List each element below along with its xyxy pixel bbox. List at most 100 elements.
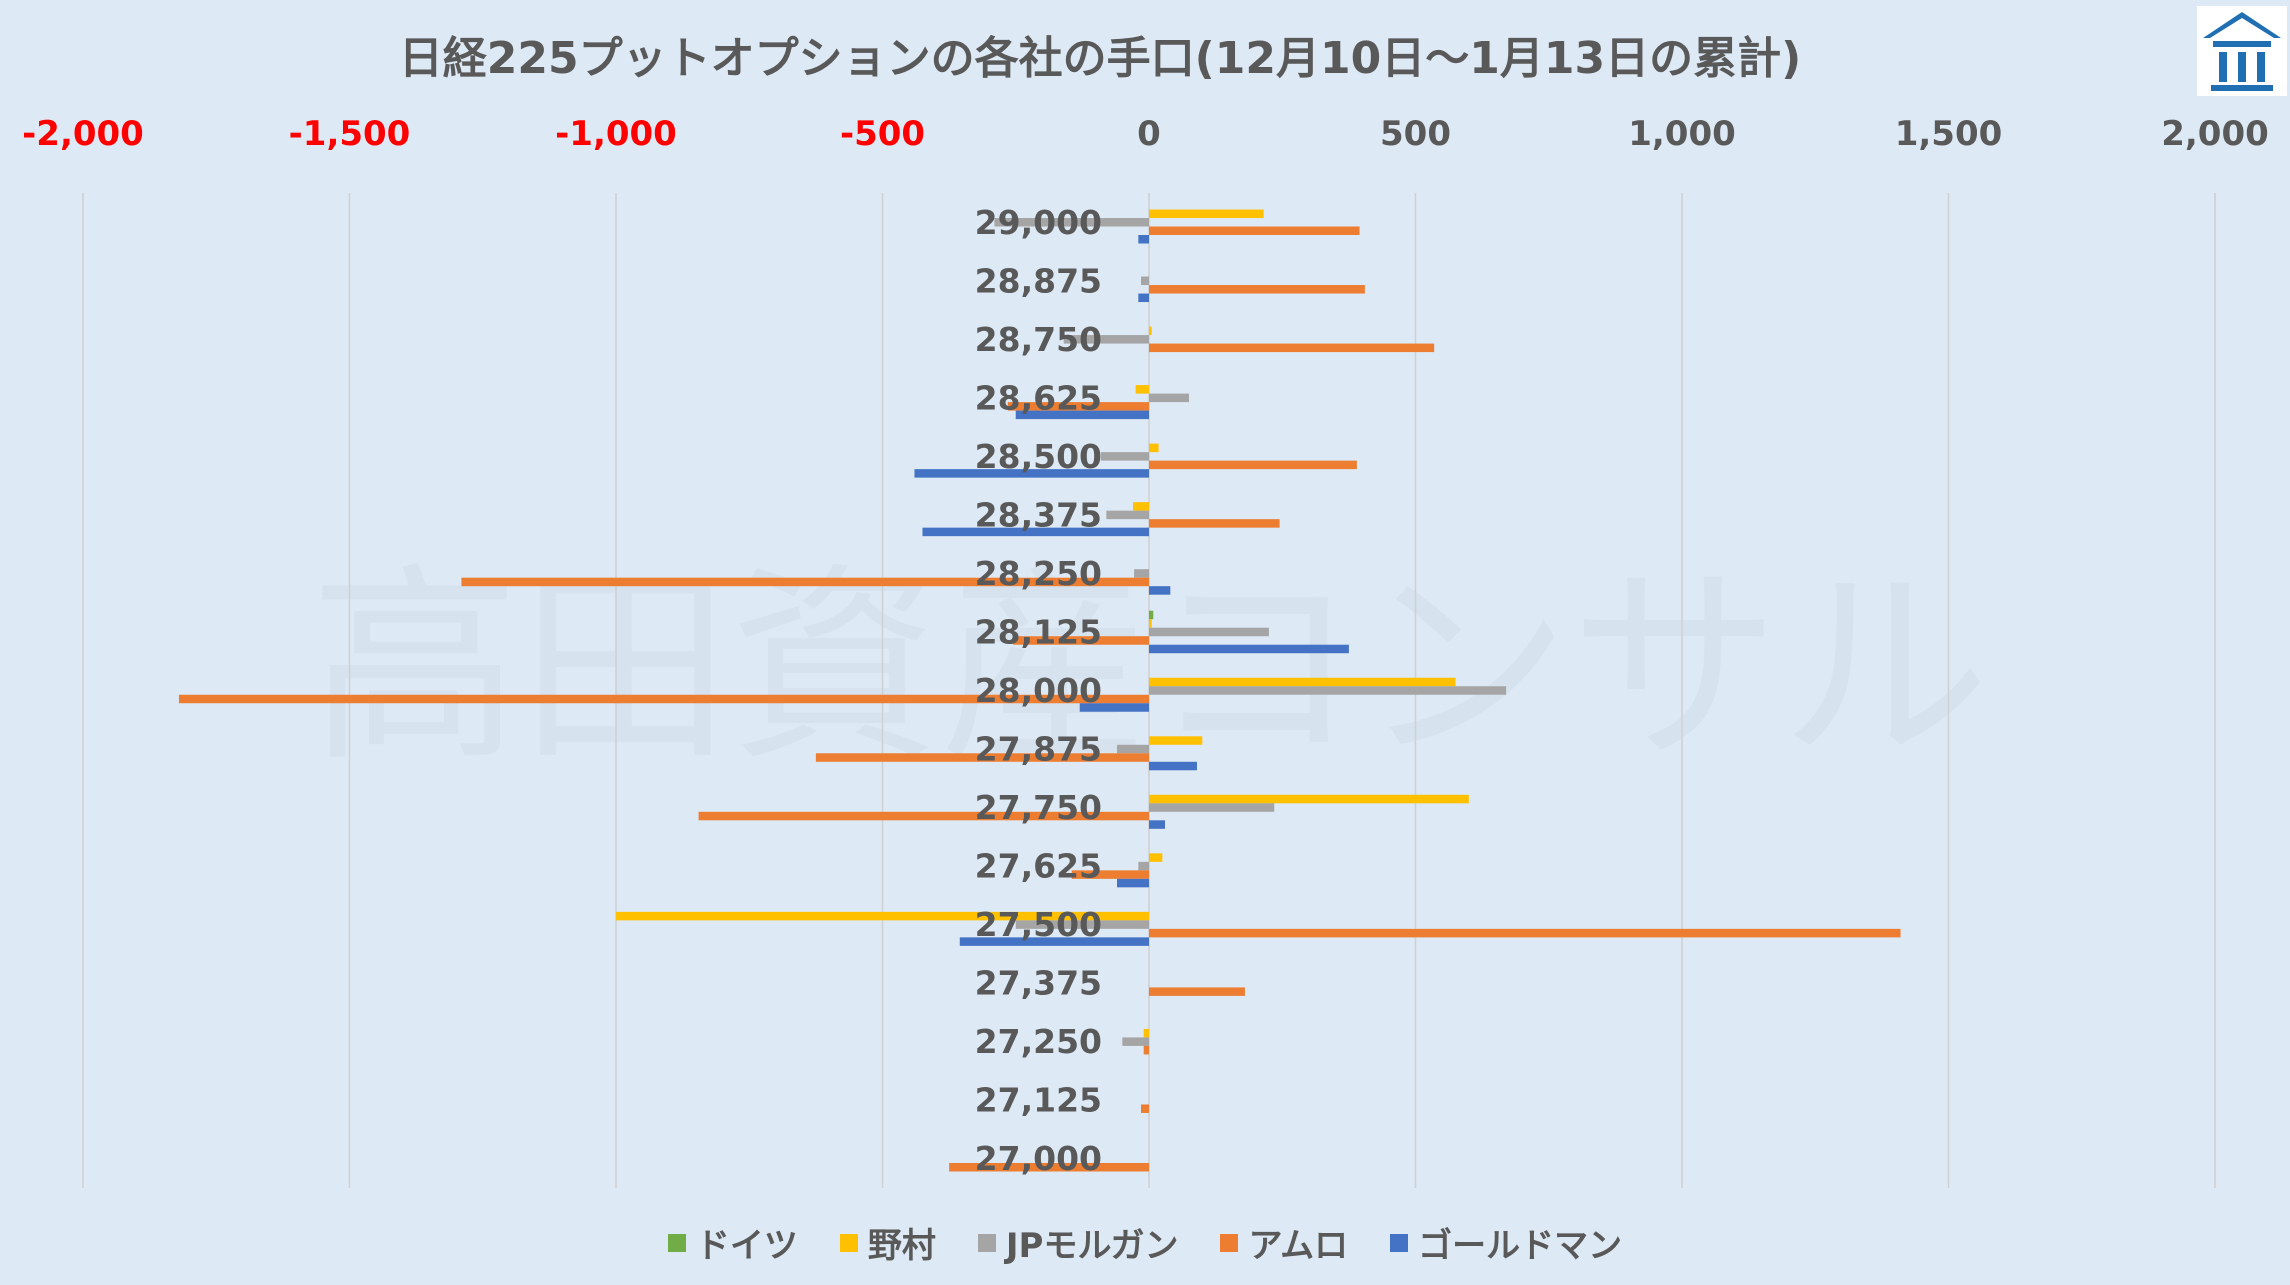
bar	[1149, 987, 1245, 996]
bar	[1007, 402, 1149, 411]
category-label: 28,750	[975, 320, 1102, 359]
bar	[1138, 235, 1149, 244]
legend-label: ゴールドマン	[1418, 1226, 1623, 1266]
legend-swatch	[839, 1233, 858, 1252]
bar	[1149, 853, 1163, 862]
legend-label: アムロ	[1248, 1226, 1349, 1266]
bar	[959, 937, 1149, 946]
bar	[1141, 276, 1149, 286]
bar	[1117, 744, 1149, 754]
bar	[1149, 803, 1275, 812]
x-axis-tick-labels: -2,000 -1,500 -1,000 -500 0 500 1,000 1,500 2,00…	[22, 114, 2269, 154]
bar	[1149, 443, 1159, 453]
bar	[1122, 1037, 1149, 1046]
category-label: 28,000	[975, 671, 1102, 710]
bar	[1149, 677, 1456, 687]
category-label: 27,625	[975, 847, 1102, 886]
bar	[1149, 343, 1435, 353]
x-tick-label: 500	[1380, 114, 1451, 154]
bar-chart: 高田資産コンサル -2,000 -1,500 -1,000 -500 0 500 1,000…	[22, 114, 2269, 1188]
category-label: 28,375	[975, 495, 1102, 534]
bar	[922, 527, 1149, 537]
bar	[1149, 736, 1203, 745]
bar	[616, 911, 1149, 921]
x-tick-label: -1,500	[289, 114, 411, 154]
category-label: 28,875	[975, 261, 1102, 300]
bar	[1149, 209, 1264, 219]
category-label: 27,375	[975, 964, 1102, 1003]
legend-item: アムロ	[1220, 1218, 1348, 1267]
bar	[1015, 410, 1149, 420]
legend-item: ドイツ	[667, 1218, 798, 1267]
legend-swatch	[667, 1233, 686, 1252]
category-labels: 29,000 28,875 28,750 28,625 28,500 28,375 28,2…	[975, 203, 1102, 1178]
bar	[1149, 794, 1469, 804]
bar	[1143, 1028, 1149, 1038]
legend-label: JPモルガン	[1005, 1226, 1179, 1266]
bar	[1149, 326, 1152, 336]
bar	[1149, 761, 1197, 771]
bar	[178, 694, 1149, 704]
gridlines	[82, 193, 2216, 1188]
category-label: 28,125	[975, 612, 1102, 651]
bar	[461, 577, 1149, 587]
bar	[698, 811, 1149, 821]
bar	[1133, 502, 1149, 511]
legend-swatch	[977, 1233, 996, 1252]
category-label: 27,875	[975, 730, 1102, 769]
legend: ドイツ 野村 JPモルガン アムロ ゴールドマン	[0, 1218, 2290, 1267]
category-label: 27,750	[975, 788, 1102, 827]
bar	[1149, 928, 1901, 938]
legend-item: ゴールドマン	[1390, 1218, 1622, 1267]
company-logo	[2197, 6, 2287, 96]
category-label: 27,000	[975, 1139, 1102, 1178]
bar	[1149, 586, 1171, 595]
bar	[1149, 519, 1280, 528]
legend-item: 野村	[839, 1218, 936, 1267]
bar	[1138, 293, 1149, 303]
legend-swatch	[1390, 1233, 1409, 1252]
bar	[1013, 636, 1149, 645]
bar	[1015, 920, 1149, 929]
legend-item: JPモルガン	[977, 1218, 1179, 1267]
bar	[1138, 861, 1149, 871]
bar	[1149, 686, 1507, 695]
bar	[1149, 627, 1269, 637]
legend-label: ドイツ	[695, 1226, 798, 1266]
category-label: 29,000	[975, 203, 1102, 242]
category-label: 27,500	[975, 905, 1102, 944]
bar	[1149, 285, 1365, 294]
x-tick-label: -1,000	[555, 114, 677, 154]
bar	[1134, 569, 1149, 578]
bar	[1063, 335, 1149, 344]
bar	[994, 218, 1149, 227]
bar	[1101, 452, 1149, 461]
chart-title: 日経225プットオプションの各社の手口(12月10日～1月13日の累計)	[398, 33, 1802, 84]
category-label: 28,250	[975, 554, 1102, 593]
x-tick-label: 1,000	[1628, 114, 1736, 154]
bar	[914, 469, 1149, 478]
bar	[1135, 385, 1149, 394]
bar	[1149, 226, 1360, 236]
bar	[1149, 460, 1357, 470]
bar	[1149, 610, 1154, 620]
category-label: 28,500	[975, 437, 1102, 476]
x-tick-label: 2,000	[2161, 114, 2269, 154]
bar	[1117, 878, 1149, 888]
bar	[1149, 393, 1189, 403]
bars	[178, 209, 1901, 1172]
bar	[1149, 644, 1349, 654]
x-tick-label: -500	[840, 114, 925, 154]
legend-swatch	[1220, 1233, 1239, 1252]
bar	[1149, 619, 1152, 628]
bar	[1106, 510, 1149, 520]
bar	[1143, 1045, 1149, 1055]
category-label: 27,125	[975, 1081, 1102, 1120]
category-label: 28,625	[975, 378, 1102, 417]
x-tick-label: 0	[1137, 114, 1161, 154]
bar	[1071, 870, 1149, 879]
house-logo-icon	[2203, 12, 2281, 91]
bar	[1141, 1104, 1149, 1113]
bar	[1079, 703, 1149, 712]
bar	[949, 1162, 1149, 1172]
